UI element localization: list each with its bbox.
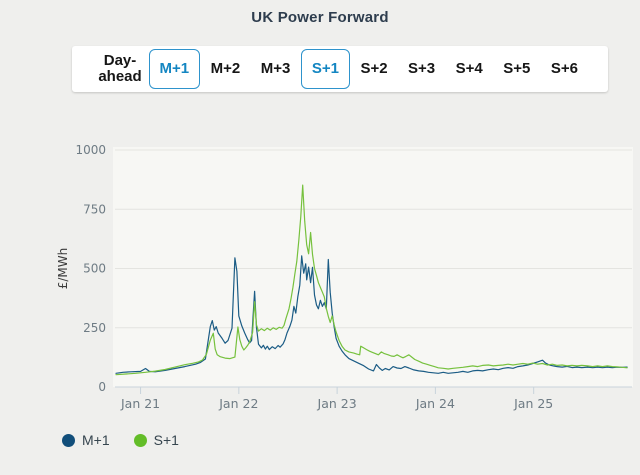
tab-s-plus-4[interactable]: S+4 — [446, 50, 493, 89]
y-axis-title: £/MWh — [56, 248, 70, 290]
legend-dot-icon — [62, 433, 75, 447]
x-tick-label: Jan 25 — [513, 396, 553, 411]
tab-s-plus-6[interactable]: S+6 — [541, 50, 588, 89]
x-tick-label: Jan 21 — [120, 396, 160, 411]
x-tick-label: Jan 22 — [218, 396, 258, 411]
y-tick-label: 0 — [98, 380, 106, 394]
y-tick-label: 500 — [83, 262, 106, 276]
series-line-s-plus-1 — [115, 184, 628, 376]
legend-item-s-plus-1[interactable]: S+1 — [133, 432, 179, 448]
x-tick-label: Jan 24 — [415, 396, 455, 411]
tab-s-plus-5[interactable]: S+5 — [493, 50, 540, 89]
plot-area — [113, 147, 633, 387]
tab-m-plus-1[interactable]: M+1 — [148, 48, 201, 90]
series-line-m-plus-1 — [115, 255, 628, 374]
legend-label: M+1 — [82, 432, 110, 448]
tab-m-plus-2[interactable]: M+2 — [201, 50, 251, 89]
tab-s-plus-2[interactable]: S+2 — [350, 50, 397, 89]
tab-s-plus-3[interactable]: S+3 — [398, 50, 445, 89]
tab-s-plus-1[interactable]: S+1 — [300, 48, 350, 90]
legend-dot-icon — [133, 433, 147, 447]
tab-day-ahead[interactable]: Day-ahead — [92, 48, 148, 91]
chart-legend: M+1 S+1 — [62, 432, 179, 448]
tab-m-plus-3[interactable]: M+3 — [251, 50, 301, 89]
legend-label: S+1 — [153, 432, 179, 448]
y-tick-label: 1000 — [75, 143, 106, 157]
legend-item-m-plus-1[interactable]: M+1 — [62, 432, 110, 448]
y-tick-label: 250 — [83, 321, 106, 335]
tenor-tab-bar: Day-ahead M+1 M+2 M+3 S+1 S+2 S+3 S+4 S+5 S+6 — [72, 46, 608, 92]
page-title: UK Power Forward — [251, 9, 389, 26]
y-tick-label: 750 — [83, 202, 106, 216]
x-tick-label: Jan 23 — [317, 396, 357, 411]
